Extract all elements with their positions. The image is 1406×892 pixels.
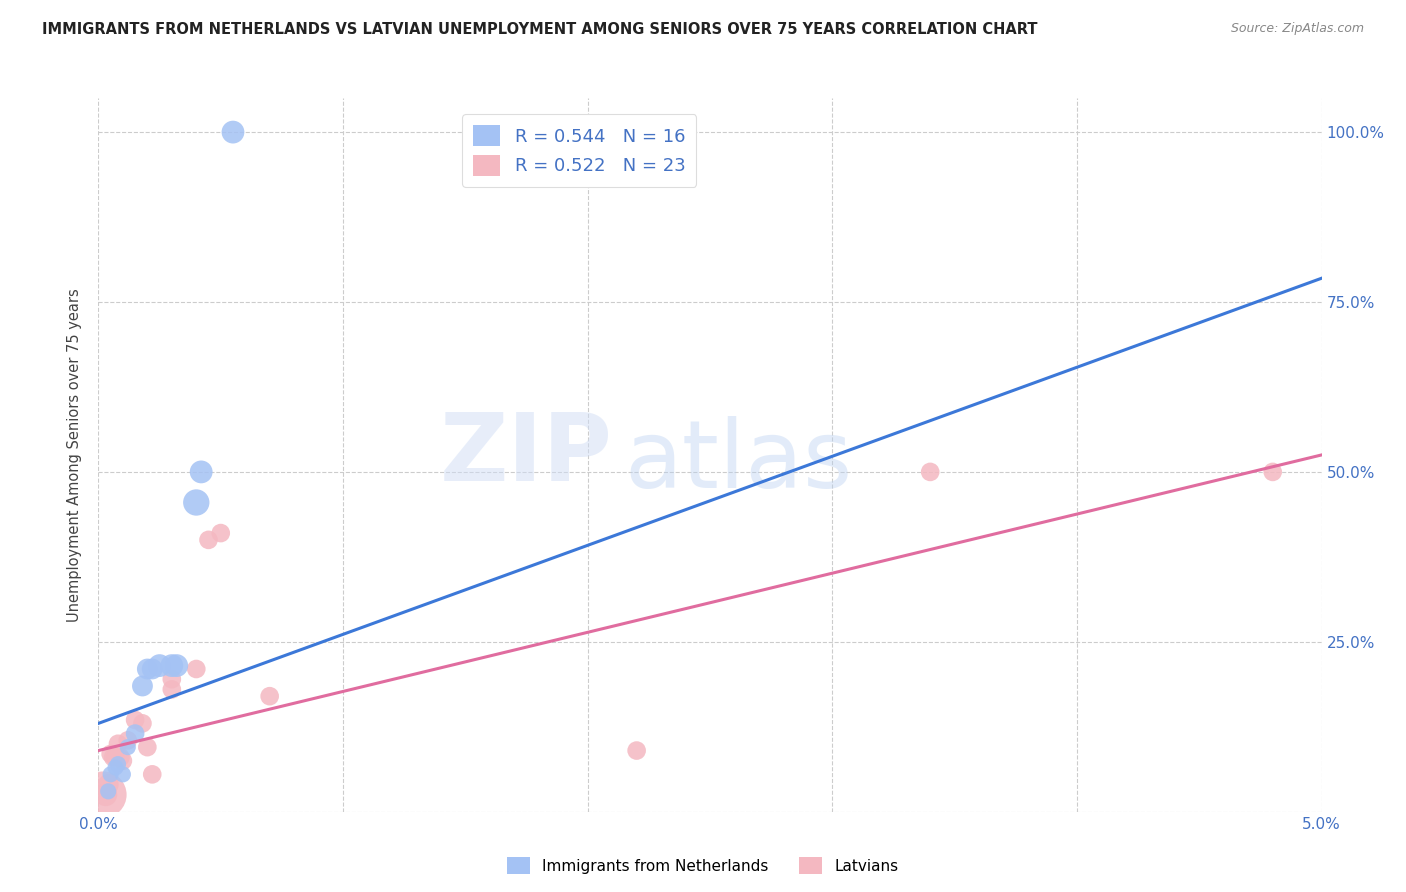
- Point: [186, 662, 208, 676]
- Point: [160, 682, 183, 697]
- Point: [209, 526, 232, 541]
- Point: [166, 658, 188, 673]
- Legend: Immigrants from Netherlands, Latvians: Immigrants from Netherlands, Latvians: [501, 851, 905, 880]
- Point: [107, 757, 129, 772]
- Point: [117, 740, 139, 755]
- Text: IMMIGRANTS FROM NETHERLANDS VS LATVIAN UNEMPLOYMENT AMONG SENIORS OVER 75 YEARS : IMMIGRANTS FROM NETHERLANDS VS LATVIAN U…: [42, 22, 1038, 37]
- Point: [131, 679, 153, 693]
- Point: [94, 788, 117, 802]
- Point: [91, 788, 114, 802]
- Point: [920, 465, 942, 479]
- Point: [110, 750, 132, 764]
- Point: [101, 750, 124, 764]
- Point: [111, 754, 134, 768]
- Point: [104, 760, 127, 774]
- Y-axis label: Unemployment Among Seniors over 75 years: Unemployment Among Seniors over 75 years: [67, 288, 83, 622]
- Point: [149, 658, 172, 673]
- Point: [136, 740, 159, 755]
- Point: [124, 713, 146, 727]
- Point: [160, 658, 183, 673]
- Point: [104, 750, 127, 764]
- Text: ZIP: ZIP: [439, 409, 612, 501]
- Point: [186, 495, 208, 509]
- Point: [222, 125, 245, 139]
- Point: [117, 733, 139, 747]
- Point: [1261, 465, 1284, 479]
- Point: [107, 737, 129, 751]
- Point: [197, 533, 219, 547]
- Point: [141, 767, 163, 781]
- Point: [626, 743, 648, 757]
- Point: [160, 672, 183, 686]
- Legend: R = 0.544   N = 16, R = 0.522   N = 23: R = 0.544 N = 16, R = 0.522 N = 23: [463, 114, 696, 186]
- Point: [100, 747, 122, 761]
- Text: Source: ZipAtlas.com: Source: ZipAtlas.com: [1230, 22, 1364, 36]
- Point: [190, 465, 212, 479]
- Point: [136, 662, 159, 676]
- Point: [100, 767, 122, 781]
- Point: [131, 716, 153, 731]
- Point: [259, 689, 281, 703]
- Point: [141, 662, 163, 676]
- Point: [97, 784, 120, 798]
- Text: atlas: atlas: [624, 416, 852, 508]
- Point: [97, 778, 120, 792]
- Point: [124, 726, 146, 740]
- Point: [111, 767, 134, 781]
